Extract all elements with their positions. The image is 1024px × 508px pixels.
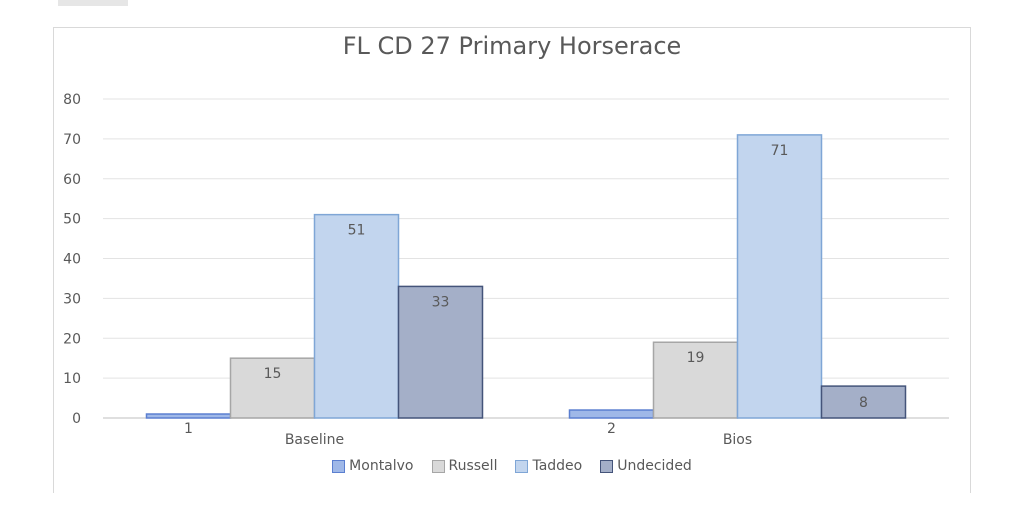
data-label: 51 xyxy=(348,223,366,239)
y-tick-label: 70 xyxy=(63,132,81,148)
data-label: 8 xyxy=(859,395,868,411)
legend-item: Montalvo xyxy=(332,458,414,474)
bar xyxy=(145,413,232,419)
bar xyxy=(229,357,316,419)
x-tick-label: Bios xyxy=(723,432,752,448)
y-tick-label: 10 xyxy=(63,371,81,387)
legend-item: Undecided xyxy=(600,458,692,474)
x-tick-label: Baseline xyxy=(285,432,344,448)
legend-label: Montalvo xyxy=(349,458,414,474)
legend-swatch xyxy=(515,459,529,473)
y-tick-label: 60 xyxy=(63,172,81,188)
data-label: 1 xyxy=(184,421,193,437)
data-label: 2 xyxy=(607,421,616,437)
y-tick-label: 30 xyxy=(63,291,81,307)
legend-item: Russell xyxy=(431,458,498,474)
y-tick-label: 80 xyxy=(63,92,81,108)
data-label: 33 xyxy=(432,294,450,310)
legend-label: Russell xyxy=(448,458,498,474)
legend-item: Taddeo xyxy=(515,458,582,474)
chart-title: FL CD 27 Primary Horserace xyxy=(342,32,682,60)
frame-fragment xyxy=(58,0,128,6)
legend-swatch xyxy=(600,459,614,473)
bar xyxy=(736,134,823,419)
data-label: 19 xyxy=(687,350,705,366)
y-tick-label: 0 xyxy=(72,411,81,427)
bar xyxy=(313,213,400,419)
y-tick-label: 40 xyxy=(63,252,81,268)
bar xyxy=(652,341,739,419)
legend: Montalvo Russell Taddeo Undecided xyxy=(0,458,1024,474)
bar xyxy=(397,285,484,419)
data-label: 15 xyxy=(264,366,282,382)
bar xyxy=(568,409,655,419)
y-tick-label: 20 xyxy=(63,331,81,347)
legend-swatch xyxy=(431,459,445,473)
chart-area xyxy=(53,27,971,493)
bar xyxy=(820,385,907,419)
legend-label: Taddeo xyxy=(532,458,583,474)
data-label: 71 xyxy=(771,143,789,159)
legend-swatch xyxy=(332,459,346,473)
y-tick-label: 50 xyxy=(63,212,81,228)
legend-label: Undecided xyxy=(617,458,692,474)
